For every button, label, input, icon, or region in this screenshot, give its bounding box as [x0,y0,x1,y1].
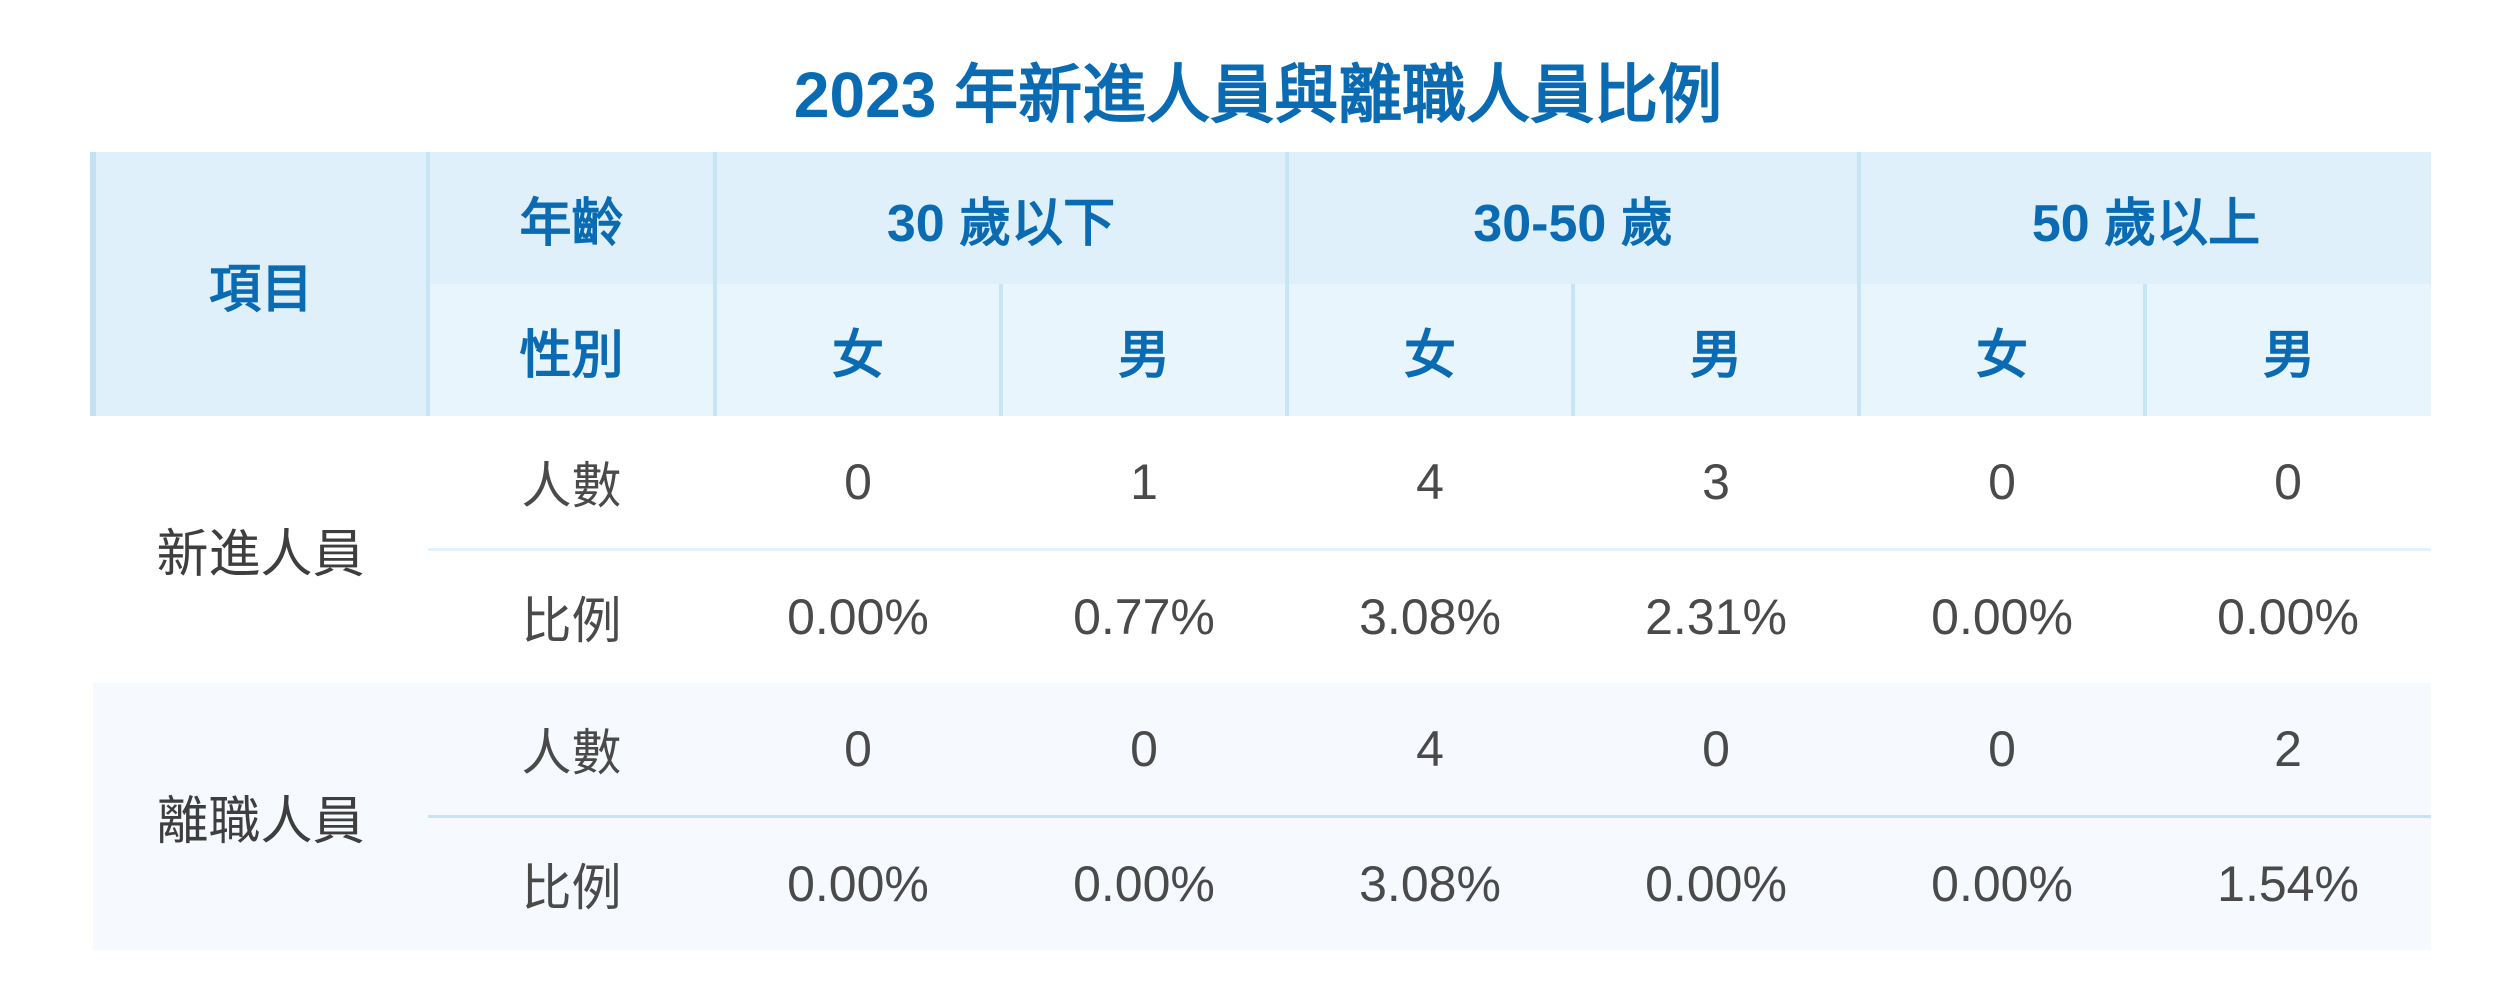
cell-ratio: 3.08% [1287,549,1574,683]
header-row-gender: 性別 女 男 女 男 女 男 [93,284,2432,416]
row-count-label: 人數 [428,683,715,818]
header-age-group: 50 歲以上 [1857,152,2432,284]
cell-ratio: 0.00% [2145,549,2432,683]
cell-count: 0 [1859,683,2146,818]
row-count-label: 人數 [428,416,715,551]
cell-count: 3 [1573,416,1860,551]
header-gender: 女 [713,284,1001,416]
header-row-age: 項目 年齡 30 歲以下 30-50 歲 50 歲以上 [90,152,2432,416]
header-gender: 男 [2143,284,2432,416]
header-gender: 女 [1857,284,2146,416]
cell-count: 4 [1287,683,1574,818]
header-gender: 男 [1571,284,1860,416]
header-gender: 女 [1285,284,1574,416]
table-row: 比例 0.00% 0.00% 3.08% 0.00% 0.00% 1.54% [93,816,2432,950]
cell-ratio: 0.00% [1001,816,1288,950]
cell-ratio: 0.00% [1859,549,2146,683]
row-item-label: 離職人員 [93,683,428,950]
header-age-group: 30 歲以下 [712,152,1288,284]
header-age-group: 30-50 歲 [1285,152,1860,284]
header-age-label: 年齡 [426,152,715,284]
header-gender-label: 性別 [426,284,715,416]
table-header: 項目 年齡 30 歲以下 30-50 歲 50 歲以上 性別 女 男 女 男 女… [90,152,2432,416]
table-title: 2023 年新進人員與離職人員比例 [793,59,1723,131]
cell-ratio: 0.00% [1573,816,1860,950]
table-body: 新進人員 人數 0 1 4 3 0 0 比例 0.00% 0.77% 3.08%… [93,416,2432,950]
cell-count: 0 [1573,683,1860,818]
cell-ratio: 0.00% [715,549,1001,683]
cell-count: 0 [1859,416,2146,551]
table-row: 比例 0.00% 0.77% 3.08% 2.31% 0.00% 0.00% [93,549,2432,683]
row-ratio-label: 比例 [428,549,715,683]
cell-count: 2 [2145,683,2432,818]
row-ratio-label: 比例 [428,816,715,950]
cell-ratio: 0.00% [1859,816,2146,950]
cell-count: 1 [1001,416,1288,551]
cell-ratio: 3.08% [1287,816,1574,950]
cell-count: 0 [1001,683,1288,818]
cell-ratio: 1.54% [2145,816,2432,950]
table-row: 新進人員 人數 0 1 4 3 0 0 [93,416,2432,683]
cell-ratio: 2.31% [1573,549,1860,683]
table-row: 離職人員 人數 0 0 4 0 0 2 [93,683,2432,950]
cell-count: 0 [715,416,1001,551]
row-item-label: 新進人員 [93,416,428,683]
cell-count: 0 [715,683,1001,818]
header-gender: 男 [998,284,1288,416]
cell-count: 4 [1287,416,1574,551]
cell-ratio: 0.00% [715,816,1001,950]
cell-ratio: 0.77% [1001,549,1288,683]
staff-ratio-table: 項目 年齡 30 歲以下 30-50 歲 50 歲以上 性別 女 男 女 男 女… [90,152,2432,950]
header-item: 項目 [90,152,428,416]
cell-count: 0 [2145,416,2432,551]
